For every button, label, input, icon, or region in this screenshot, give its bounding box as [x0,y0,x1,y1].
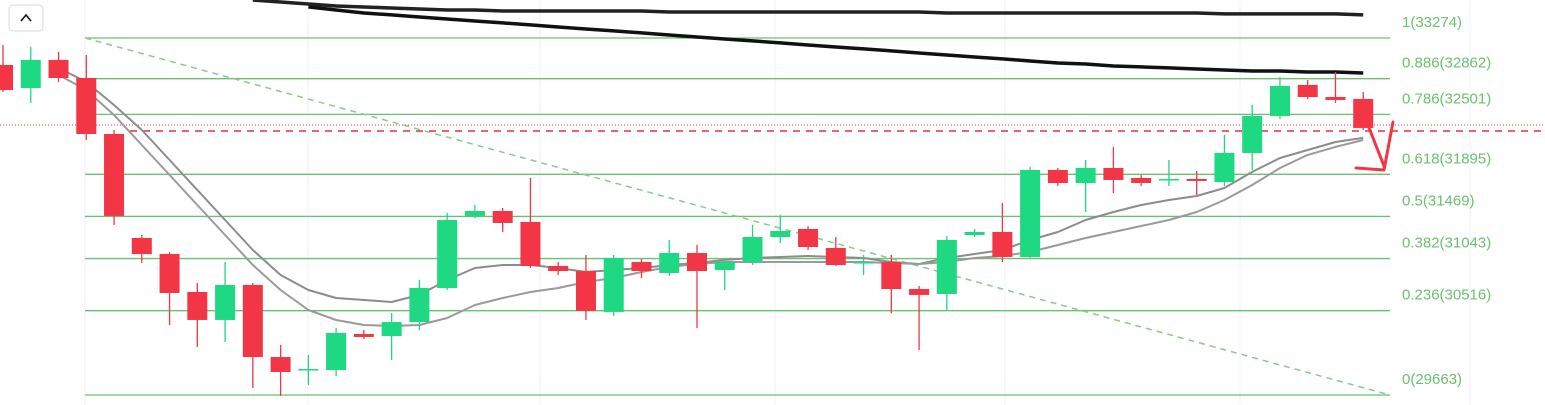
fib-level-label: 0.5(31469) [1402,192,1475,209]
candle-body [464,211,485,216]
candle-body [437,220,458,289]
candle-body [1075,167,1096,184]
fib-level-label: 1(33274) [1402,14,1462,31]
candle-body [1297,84,1318,97]
candle-body [936,239,957,294]
candle-body [548,265,569,272]
candle-body [881,262,902,290]
candle-body [76,78,97,134]
candle-body [20,59,41,89]
candle-body [1214,152,1235,183]
candle-body [1103,167,1124,180]
fib-level-label: 0.786(32501) [1402,90,1491,107]
candle-body [381,322,402,336]
candle-body [326,333,347,370]
arrow-annotation [1354,118,1395,172]
candle-body [770,230,791,238]
fib-level-label: 0.618(31895) [1402,150,1491,167]
candle-body [409,288,430,323]
candle-body [1186,178,1207,181]
collapse-icon [20,13,32,22]
collapse-button[interactable] [8,4,44,32]
candle-body [575,271,596,311]
candle-body [48,59,69,79]
fib-level-label: 0.236(30516) [1402,287,1491,304]
candle-body [714,262,735,271]
candle-body [825,247,846,265]
moving-average-line [58,74,1364,327]
moving-average-line [58,67,1364,303]
candle-body [270,357,291,372]
candle-body [0,64,13,90]
candle-body [964,231,985,236]
fib-trend-line [84,37,1391,396]
candle-body [1047,169,1068,184]
candle-body [131,237,152,255]
fib-level-label: 0(29663) [1402,371,1462,388]
candle-body [492,211,513,223]
candle-body [215,284,236,320]
candle-body [520,221,541,266]
candle-body [631,262,652,272]
candle-body [603,257,624,312]
candle-body [687,253,707,272]
background-grid [84,0,1471,405]
candle-body [1353,98,1374,128]
candle-body [1020,169,1041,257]
candle-body [659,253,680,273]
fib-level-label: 0.382(31043) [1402,235,1491,252]
candle-body [353,334,374,337]
candle-body [909,289,930,295]
fib-level-label: 0.886(32862) [1402,55,1491,72]
moving-average-line [252,0,1364,17]
candle-body [159,254,180,293]
candle-body [298,369,319,371]
candle-body [104,133,125,216]
candle-body [1325,96,1346,100]
moving-average-line [308,5,1364,75]
candle-body [1242,115,1263,153]
candle-body [742,237,763,263]
candle-body [853,262,874,264]
candle-body [1131,177,1152,184]
candle-body [798,228,819,247]
candle-body [1269,85,1290,116]
candle-body [1158,178,1179,181]
candle-body [187,291,208,320]
candle-body [242,284,263,358]
candle-body [992,231,1013,257]
